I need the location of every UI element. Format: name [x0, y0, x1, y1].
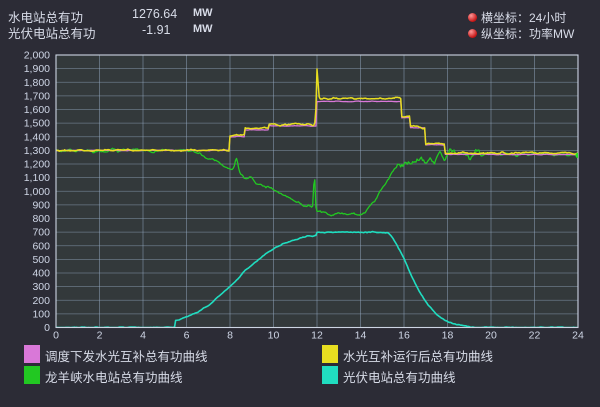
svg-text:1,100: 1,100 — [24, 172, 50, 184]
svg-text:1,400: 1,400 — [24, 131, 50, 143]
svg-text:500: 500 — [32, 254, 50, 266]
svg-text:1,500: 1,500 — [24, 118, 50, 130]
svg-text:100: 100 — [32, 308, 50, 320]
svg-text:1,000: 1,000 — [24, 186, 50, 198]
svg-text:20: 20 — [485, 330, 497, 342]
svg-text:1,800: 1,800 — [24, 77, 50, 89]
svg-text:10: 10 — [268, 330, 280, 342]
svg-text:1,200: 1,200 — [24, 159, 50, 171]
svg-text:300: 300 — [32, 281, 50, 293]
svg-text:16: 16 — [398, 330, 410, 342]
svg-text:22: 22 — [529, 330, 541, 342]
svg-text:2: 2 — [97, 330, 103, 342]
svg-text:600: 600 — [32, 240, 50, 252]
svg-text:4: 4 — [140, 330, 146, 342]
svg-text:0: 0 — [44, 322, 50, 334]
svg-text:14: 14 — [355, 330, 367, 342]
svg-text:6: 6 — [184, 330, 190, 342]
svg-text:200: 200 — [32, 295, 50, 307]
svg-text:1,300: 1,300 — [24, 145, 50, 157]
svg-text:400: 400 — [32, 268, 50, 280]
svg-text:900: 900 — [32, 199, 50, 211]
svg-text:800: 800 — [32, 213, 50, 225]
svg-text:24: 24 — [572, 330, 584, 342]
svg-text:1,900: 1,900 — [24, 63, 50, 75]
svg-text:2,000: 2,000 — [24, 50, 50, 62]
svg-text:0: 0 — [53, 330, 59, 342]
svg-text:18: 18 — [442, 330, 454, 342]
svg-text:8: 8 — [227, 330, 233, 342]
svg-text:1,700: 1,700 — [24, 90, 50, 102]
svg-text:12: 12 — [311, 330, 323, 342]
svg-text:1,600: 1,600 — [24, 104, 50, 116]
svg-text:700: 700 — [32, 227, 50, 239]
